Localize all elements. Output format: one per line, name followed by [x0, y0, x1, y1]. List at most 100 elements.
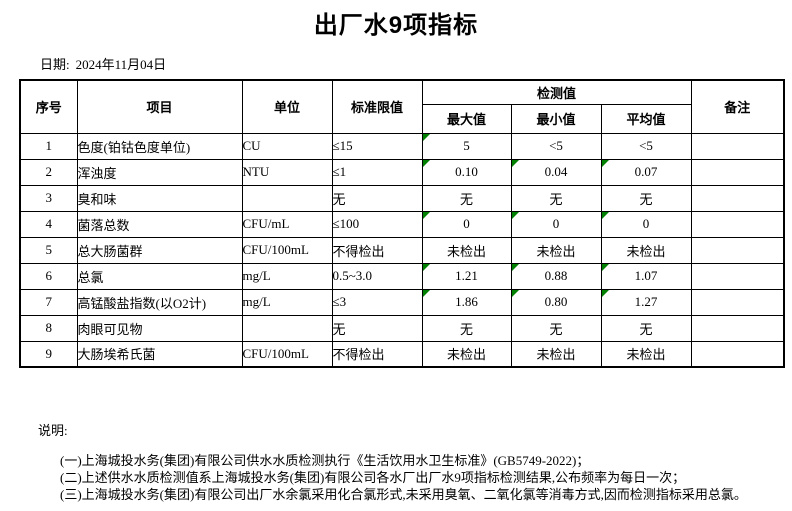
- cell-max: 未检出: [421, 340, 512, 368]
- cell-avg: 1.27: [600, 288, 692, 316]
- cell-unit: [241, 184, 333, 212]
- col-header-min: 最小值: [510, 103, 602, 134]
- table-row: 5 总大肠菌群 CFU/100mL 不得检出 未检出 未检出 未检出: [19, 236, 785, 264]
- table-row: 3 臭和味 无 无 无 无: [19, 184, 785, 212]
- date-label: 日期:: [40, 57, 70, 72]
- excel-corner-mark: [512, 290, 519, 297]
- cell-avg: 0.07: [600, 158, 692, 186]
- cell-limit: 无: [331, 184, 423, 212]
- cell-limit: 0.5~3.0: [331, 262, 423, 290]
- notes-section: 说明: (一)上海城投水务(集团)有限公司供水水质检测执行《生活饮用水卫生标准》…: [38, 420, 747, 503]
- cell-min: 未检出: [510, 236, 602, 264]
- cell-unit: CU: [241, 132, 333, 160]
- table-row: 7 高锰酸盐指数(以O2计) mg/L ≤3 1.86 0.80 1.27: [19, 288, 785, 316]
- table-row: 2 浑浊度 NTU ≤1 0.10 0.04 0.07: [19, 158, 785, 186]
- excel-corner-mark: [512, 160, 519, 167]
- cell-seq: 1: [19, 132, 78, 160]
- cell-remark: [690, 210, 785, 238]
- table-row: 4 菌落总数 CFU/mL ≤100 0 0 0: [19, 210, 785, 238]
- cell-remark: [690, 288, 785, 316]
- cell-avg: 未检出: [600, 340, 692, 368]
- cell-remark: [690, 184, 785, 212]
- cell-max: 0.10: [421, 158, 512, 186]
- cell-max: 无: [421, 314, 512, 342]
- excel-corner-mark: [512, 264, 519, 271]
- cell-avg: 无: [600, 184, 692, 212]
- cell-remark: [690, 340, 785, 368]
- cell-avg: 0: [600, 210, 692, 238]
- excel-corner-mark: [602, 290, 609, 297]
- cell-avg: <5: [600, 132, 692, 160]
- cell-max: 无: [421, 184, 512, 212]
- excel-corner-mark: [602, 212, 609, 219]
- cell-min: 无: [510, 184, 602, 212]
- cell-seq: 5: [19, 236, 78, 264]
- cell-unit: mg/L: [241, 262, 333, 290]
- cell-limit: ≤3: [331, 288, 423, 316]
- table-row: 1 色度(铂钴色度单位) CU ≤15 5 <5 <5: [19, 132, 785, 160]
- excel-corner-mark: [602, 264, 609, 271]
- cell-unit: CFU/mL: [241, 210, 333, 238]
- cell-item: 色度(铂钴色度单位): [76, 132, 243, 160]
- col-header-item: 项目: [76, 79, 243, 134]
- notes-label: 说明:: [38, 423, 68, 438]
- cell-item: 大肠埃希氏菌: [76, 340, 243, 368]
- excel-corner-mark: [423, 264, 430, 271]
- cell-max: 1.86: [421, 288, 512, 316]
- cell-unit: mg/L: [241, 288, 333, 316]
- cell-unit: CFU/100mL: [241, 340, 333, 368]
- cell-seq: 9: [19, 340, 78, 368]
- table-row: 8 肉眼可见物 无 无 无 无: [19, 314, 785, 342]
- cell-avg: 无: [600, 314, 692, 342]
- cell-max: 1.21: [421, 262, 512, 290]
- excel-corner-mark: [423, 134, 430, 141]
- excel-corner-mark: [602, 160, 609, 167]
- cell-limit: ≤1: [331, 158, 423, 186]
- table-row: 6 总氯 mg/L 0.5~3.0 1.21 0.88 1.07: [19, 262, 785, 290]
- cell-avg: 未检出: [600, 236, 692, 264]
- cell-limit: 不得检出: [331, 236, 423, 264]
- col-header-avg: 平均值: [600, 103, 692, 134]
- cell-limit: 不得检出: [331, 340, 423, 368]
- cell-unit: [241, 314, 333, 342]
- cell-item: 臭和味: [76, 184, 243, 212]
- cell-limit: 无: [331, 314, 423, 342]
- cell-remark: [690, 132, 785, 160]
- col-header-remark: 备注: [690, 79, 785, 134]
- cell-max: 未检出: [421, 236, 512, 264]
- cell-remark: [690, 262, 785, 290]
- cell-item: 总大肠菌群: [76, 236, 243, 264]
- cell-unit: CFU/100mL: [241, 236, 333, 264]
- cell-seq: 7: [19, 288, 78, 316]
- cell-seq: 6: [19, 262, 78, 290]
- cell-item: 高锰酸盐指数(以O2计): [76, 288, 243, 316]
- cell-min: 0.04: [510, 158, 602, 186]
- col-header-seq: 序号: [19, 79, 78, 134]
- cell-min: <5: [510, 132, 602, 160]
- col-header-limit: 标准限值: [331, 79, 423, 134]
- cell-avg: 1.07: [600, 262, 692, 290]
- cell-seq: 2: [19, 158, 78, 186]
- cell-unit: NTU: [241, 158, 333, 186]
- cell-item: 肉眼可见物: [76, 314, 243, 342]
- cell-remark: [690, 236, 785, 264]
- indicators-table: 序号 项目 单位 标准限值 检测值 备注 最大值 最小值 平均值 1 色度(铂钴…: [19, 79, 785, 368]
- cell-remark: [690, 314, 785, 342]
- col-header-detect: 检测值: [421, 79, 692, 105]
- cell-min: 无: [510, 314, 602, 342]
- note-line: (一)上海城投水务(集团)有限公司供水水质检测执行《生活饮用水卫生标准》(GB5…: [60, 453, 590, 468]
- cell-seq: 8: [19, 314, 78, 342]
- excel-corner-mark: [423, 160, 430, 167]
- excel-corner-mark: [512, 212, 519, 219]
- cell-seq: 4: [19, 210, 78, 238]
- col-header-max: 最大值: [421, 103, 512, 134]
- cell-limit: ≤100: [331, 210, 423, 238]
- cell-max: 5: [421, 132, 512, 160]
- cell-min: 0.88: [510, 262, 602, 290]
- page-title: 出厂水9项指标: [313, 12, 479, 39]
- report-date: 日期: 2024年11月04日: [40, 54, 166, 73]
- date-value: 2024年11月04日: [75, 57, 167, 72]
- cell-min: 0: [510, 210, 602, 238]
- cell-max: 0: [421, 210, 512, 238]
